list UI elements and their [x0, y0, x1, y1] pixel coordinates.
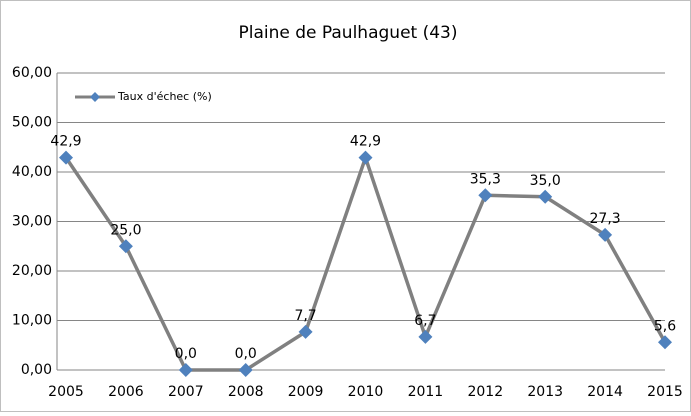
- y-tick-label: 50,00: [12, 115, 52, 131]
- y-tick-label: 40,00: [12, 164, 52, 180]
- data-label: 0,0: [175, 346, 197, 362]
- y-tick-label: 60,00: [12, 65, 52, 81]
- x-tick-label: 2013: [527, 384, 563, 400]
- x-tick-label: 2005: [48, 384, 84, 400]
- x-tick-label: 2015: [647, 384, 683, 400]
- data-label: 0,0: [235, 346, 257, 362]
- x-tick-label: 2014: [587, 384, 623, 400]
- x-tick-label: 2008: [228, 384, 264, 400]
- x-tick-label: 2010: [348, 384, 384, 400]
- data-point: [59, 150, 73, 165]
- data-label: 35,3: [470, 171, 501, 187]
- data-label: 42,9: [350, 134, 381, 150]
- x-tick-label: 2006: [108, 384, 144, 400]
- x-tick-label: 2007: [168, 384, 204, 400]
- chart-title: Plaine de Paulhaguet (43): [239, 23, 458, 43]
- y-tick-label: 0,00: [21, 362, 52, 378]
- y-tick-label: 30,00: [12, 214, 52, 230]
- y-tick-label: 10,00: [12, 313, 52, 329]
- y-tick-label: 20,00: [12, 263, 52, 279]
- data-point: [298, 324, 313, 339]
- data-point: [658, 335, 672, 350]
- data-label: 27,3: [590, 211, 621, 227]
- data-label: 42,9: [50, 134, 81, 150]
- data-label: 5,6: [654, 318, 676, 334]
- data-point: [358, 150, 373, 165]
- x-tick-label: 2009: [288, 384, 324, 400]
- data-point: [418, 329, 433, 344]
- data-label: 25,0: [110, 222, 141, 238]
- data-point: [118, 239, 133, 254]
- data-point: [238, 363, 253, 377]
- data-point: [478, 188, 493, 203]
- data-point: [598, 227, 613, 242]
- x-tick-label: 2011: [408, 384, 444, 400]
- data-label: 7,7: [294, 308, 316, 324]
- legend-marker: [90, 92, 100, 102]
- legend-label: Taux d'échec (%): [117, 90, 212, 103]
- data-point: [178, 363, 193, 377]
- x-tick-label: 2012: [467, 384, 503, 400]
- data-label: 35,0: [530, 173, 561, 189]
- data-label: 6,7: [414, 313, 436, 329]
- data-point: [538, 189, 553, 204]
